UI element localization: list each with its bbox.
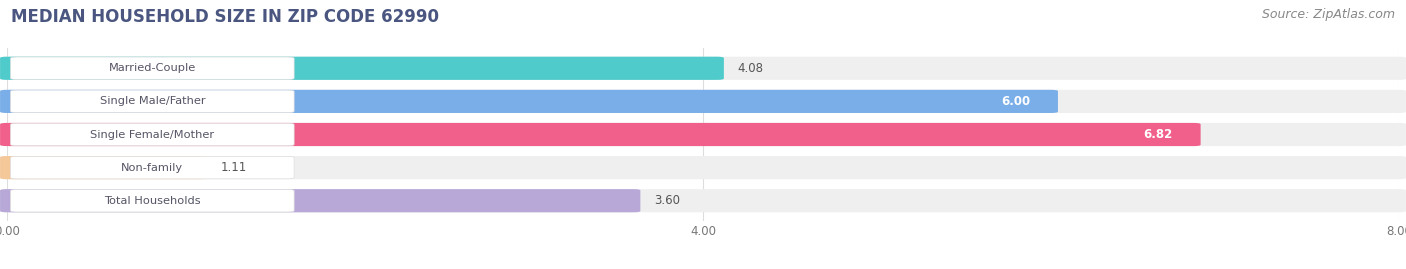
FancyBboxPatch shape <box>10 57 294 80</box>
Text: Total Households: Total Households <box>104 196 201 206</box>
FancyBboxPatch shape <box>10 123 294 146</box>
Text: Single Male/Father: Single Male/Father <box>100 96 205 107</box>
Text: Married-Couple: Married-Couple <box>108 63 195 73</box>
Text: Single Female/Mother: Single Female/Mother <box>90 129 214 140</box>
FancyBboxPatch shape <box>0 123 1201 146</box>
FancyBboxPatch shape <box>10 189 294 212</box>
Text: 1.11: 1.11 <box>221 161 247 174</box>
Text: 3.60: 3.60 <box>654 194 681 207</box>
FancyBboxPatch shape <box>0 189 640 212</box>
FancyBboxPatch shape <box>0 57 1406 80</box>
FancyBboxPatch shape <box>0 90 1057 113</box>
FancyBboxPatch shape <box>0 156 1406 179</box>
FancyBboxPatch shape <box>10 90 294 113</box>
FancyBboxPatch shape <box>0 57 724 80</box>
FancyBboxPatch shape <box>0 156 207 179</box>
FancyBboxPatch shape <box>10 156 294 179</box>
Text: Source: ZipAtlas.com: Source: ZipAtlas.com <box>1261 8 1395 21</box>
Text: 4.08: 4.08 <box>738 62 763 75</box>
FancyBboxPatch shape <box>0 123 1406 146</box>
FancyBboxPatch shape <box>0 189 1406 212</box>
Text: 6.82: 6.82 <box>1143 128 1173 141</box>
FancyBboxPatch shape <box>0 90 1406 113</box>
Text: MEDIAN HOUSEHOLD SIZE IN ZIP CODE 62990: MEDIAN HOUSEHOLD SIZE IN ZIP CODE 62990 <box>11 8 439 26</box>
Text: Non-family: Non-family <box>121 162 183 173</box>
Text: 6.00: 6.00 <box>1001 95 1031 108</box>
